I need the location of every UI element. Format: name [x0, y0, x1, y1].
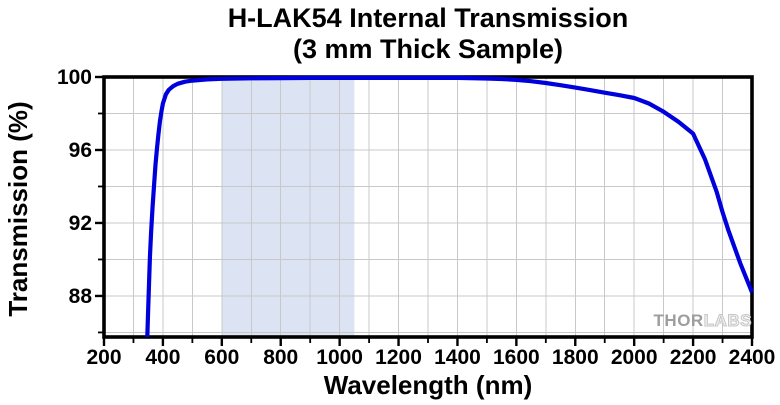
- chart-title-line1: H-LAK54 Internal Transmission: [227, 3, 629, 33]
- x-tick-label: 1600: [493, 346, 540, 369]
- x-tick-label: 2400: [729, 346, 776, 369]
- x-tick-label: 200: [86, 346, 121, 369]
- x-tick-label: 2000: [611, 346, 658, 369]
- chart-title: H-LAK54 Internal Transmission (3 mm Thic…: [104, 3, 752, 65]
- x-tick-label: 1400: [434, 346, 481, 369]
- x-tick-label: 400: [145, 346, 180, 369]
- x-tick-label: 1800: [552, 346, 599, 369]
- thorlabs-watermark: THORLABS: [560, 311, 752, 331]
- x-tick-label: 800: [263, 346, 298, 369]
- watermark-thor-text: THOR: [653, 311, 704, 330]
- watermark-labs-text: LABS: [703, 311, 752, 331]
- x-tick-label: 1200: [375, 346, 422, 369]
- transmission-curve: [145, 75, 754, 338]
- x-axis-label: Wavelength (nm): [323, 370, 533, 400]
- x-tick-label: 1000: [316, 346, 363, 369]
- y-tick-label: 88: [69, 285, 93, 308]
- chart-title-line2: (3 mm Thick Sample): [292, 34, 564, 64]
- shaded-band: [221, 77, 355, 337]
- y-tick-label: 92: [69, 212, 92, 235]
- x-tick-label: 600: [204, 346, 239, 369]
- y-tick-label: 96: [69, 139, 92, 162]
- x-tick-label: 2200: [670, 346, 717, 369]
- y-tick-label: 100: [57, 66, 92, 89]
